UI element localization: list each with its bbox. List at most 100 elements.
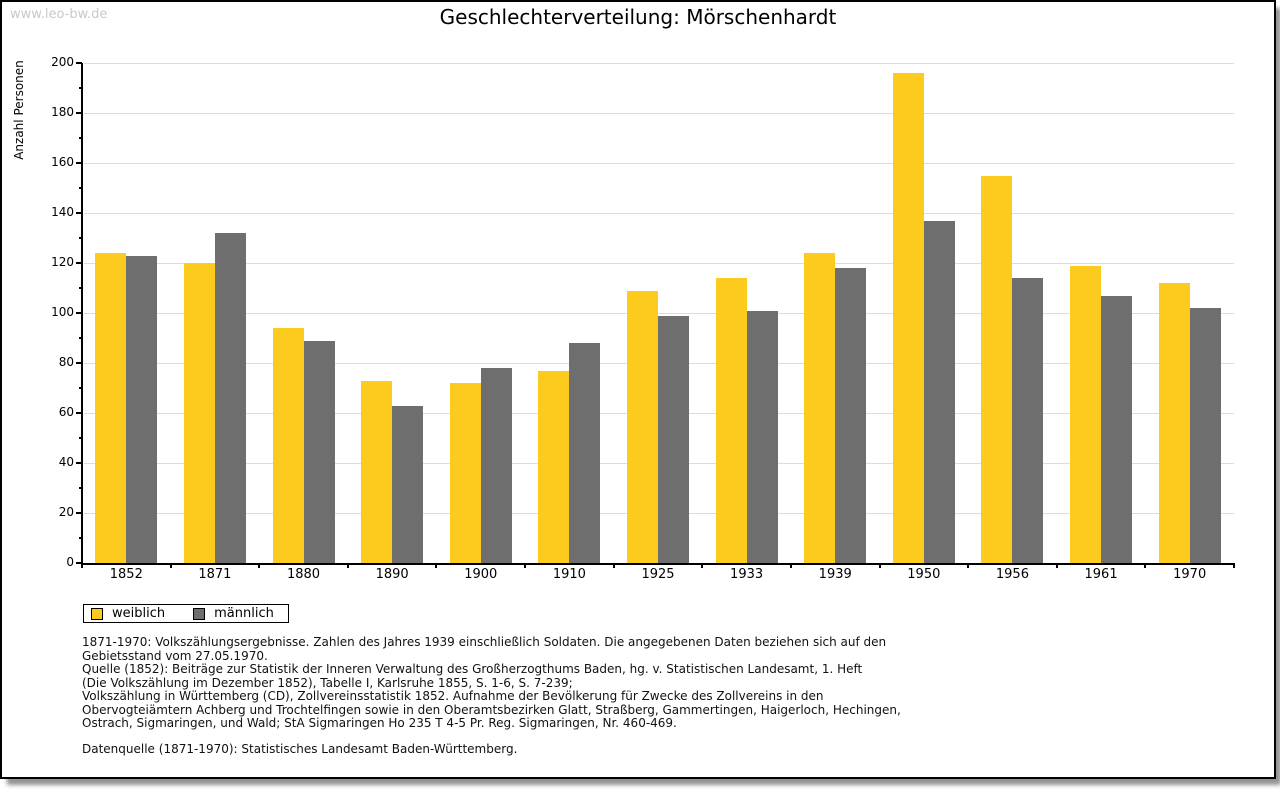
x-tick-label: 1939 <box>818 567 852 582</box>
bar-male-1939 <box>835 268 867 563</box>
bar-male-1852 <box>126 255 158 563</box>
bar-male-1900 <box>480 368 512 563</box>
y-major-tick <box>76 512 82 514</box>
x-boundary-tick <box>435 563 438 568</box>
y-tick-label: 40 <box>58 455 74 469</box>
bar-female-1852 <box>95 253 127 563</box>
y-gridline <box>84 113 1234 114</box>
y-minor-tick <box>79 487 82 489</box>
x-tick-label: 1970 <box>1173 567 1207 582</box>
bar-male-1880 <box>303 340 335 563</box>
bar-male-1956 <box>1012 278 1044 563</box>
y-major-tick <box>76 162 82 164</box>
bar-male-1933 <box>746 310 778 563</box>
x-tick-label: 1956 <box>995 567 1029 582</box>
bar-male-1871 <box>214 233 246 563</box>
y-gridline <box>84 213 1234 214</box>
y-minor-tick <box>79 137 82 139</box>
x-boundary-tick <box>967 563 970 568</box>
y-tick-label: 140 <box>51 205 74 219</box>
bar-female-1956 <box>981 175 1013 563</box>
x-tick-label: 1933 <box>730 567 764 582</box>
x-boundary-tick <box>346 563 349 568</box>
x-axis-line <box>81 563 1235 565</box>
watermark-text: www.leo-bw.de <box>10 7 108 22</box>
legend-swatch-icon <box>91 607 103 620</box>
y-tick-label: 180 <box>51 105 74 119</box>
bar-female-1890 <box>361 380 393 563</box>
x-boundary-tick <box>878 563 881 568</box>
legend-label: männlich <box>214 606 274 621</box>
datasource-line: Datenquelle (1871-1970): Statistisches L… <box>82 742 518 756</box>
legend-swatch-icon <box>193 607 206 620</box>
y-gridline <box>84 63 1234 64</box>
x-boundary-tick <box>789 563 792 568</box>
footnote-line: Gebietsstand vom 27.05.1970. <box>82 648 268 663</box>
y-minor-tick <box>79 387 82 389</box>
y-tick-label: 160 <box>51 155 74 169</box>
y-major-tick <box>76 562 82 564</box>
y-tick-label: 200 <box>51 55 74 69</box>
legend-label: weiblich <box>112 606 166 621</box>
x-boundary-tick <box>81 563 83 568</box>
bar-female-1950 <box>892 73 924 563</box>
y-axis-line <box>81 63 83 565</box>
y-tick-label: 100 <box>51 305 74 319</box>
y-minor-tick <box>79 437 82 439</box>
footnote-line: (Die Volkszählung im Dezember 1852), Tab… <box>82 675 573 690</box>
y-gridline <box>84 263 1234 264</box>
x-boundary-tick <box>701 563 704 568</box>
y-minor-tick <box>79 537 82 539</box>
y-minor-tick <box>79 87 82 89</box>
y-gridline <box>84 313 1234 314</box>
y-major-tick <box>76 262 82 264</box>
y-minor-tick <box>79 337 82 339</box>
bar-female-1910 <box>538 370 570 563</box>
x-tick-label: 1961 <box>1084 567 1118 582</box>
y-major-tick <box>76 112 82 114</box>
y-minor-tick <box>79 287 82 289</box>
bar-female-1939 <box>804 253 836 563</box>
x-boundary-tick <box>1233 563 1235 568</box>
y-major-tick <box>76 462 82 464</box>
bar-female-1961 <box>1070 265 1102 563</box>
x-tick-label: 1900 <box>464 567 498 582</box>
x-boundary-tick <box>1144 563 1147 568</box>
bar-female-1880 <box>272 328 304 563</box>
x-boundary-tick <box>258 563 261 568</box>
bar-chart: Anzahl Personen 0 20 40 60 80 100 120 140 160 180… <box>2 2 1278 602</box>
footnotes-block: 1871-1970: Volkszählungsergebnisse. Zahl… <box>82 635 901 731</box>
y-tick-label: 60 <box>58 405 74 419</box>
x-boundary-tick <box>524 563 527 568</box>
y-major-tick <box>76 362 82 364</box>
y-tick-label: 20 <box>58 505 74 519</box>
y-major-tick <box>76 62 82 64</box>
bar-male-1925 <box>658 315 689 563</box>
x-tick-label: 1852 <box>109 567 143 582</box>
x-boundary-tick <box>1055 563 1058 568</box>
y-tick-label: 80 <box>58 355 74 369</box>
bar-female-1900 <box>449 383 481 563</box>
x-tick-label: 1871 <box>198 567 232 582</box>
bar-female-1871 <box>183 263 215 563</box>
y-tick-label: 0 <box>66 555 74 569</box>
legend-item-weiblich: weiblich <box>91 606 165 621</box>
y-minor-tick <box>79 187 82 189</box>
bar-female-1933 <box>715 278 747 563</box>
x-boundary-tick <box>169 563 172 568</box>
footnote-line: Obervogteiämtern Achberg und Trochtelfin… <box>82 702 901 717</box>
legend-item-männlich: männlich <box>193 606 274 621</box>
bar-male-1970 <box>1189 308 1221 563</box>
y-major-tick <box>76 312 82 314</box>
footnote-line: Ostrach, Sigmaringen, und Wald; StA Sigm… <box>82 716 677 730</box>
x-tick-label: 1925 <box>641 567 675 582</box>
footnote-line: Quelle (1852): Beiträge zur Statistik de… <box>82 662 863 676</box>
y-major-tick <box>76 412 82 414</box>
y-major-tick <box>76 212 82 214</box>
x-tick-label: 1910 <box>552 567 586 582</box>
x-tick-label: 1880 <box>286 567 321 582</box>
bar-male-1910 <box>569 343 601 563</box>
chart-title: Geschlechterverteilung: Mörschenhardt <box>439 5 837 29</box>
y-minor-tick <box>79 237 82 239</box>
bar-male-1950 <box>923 220 955 563</box>
